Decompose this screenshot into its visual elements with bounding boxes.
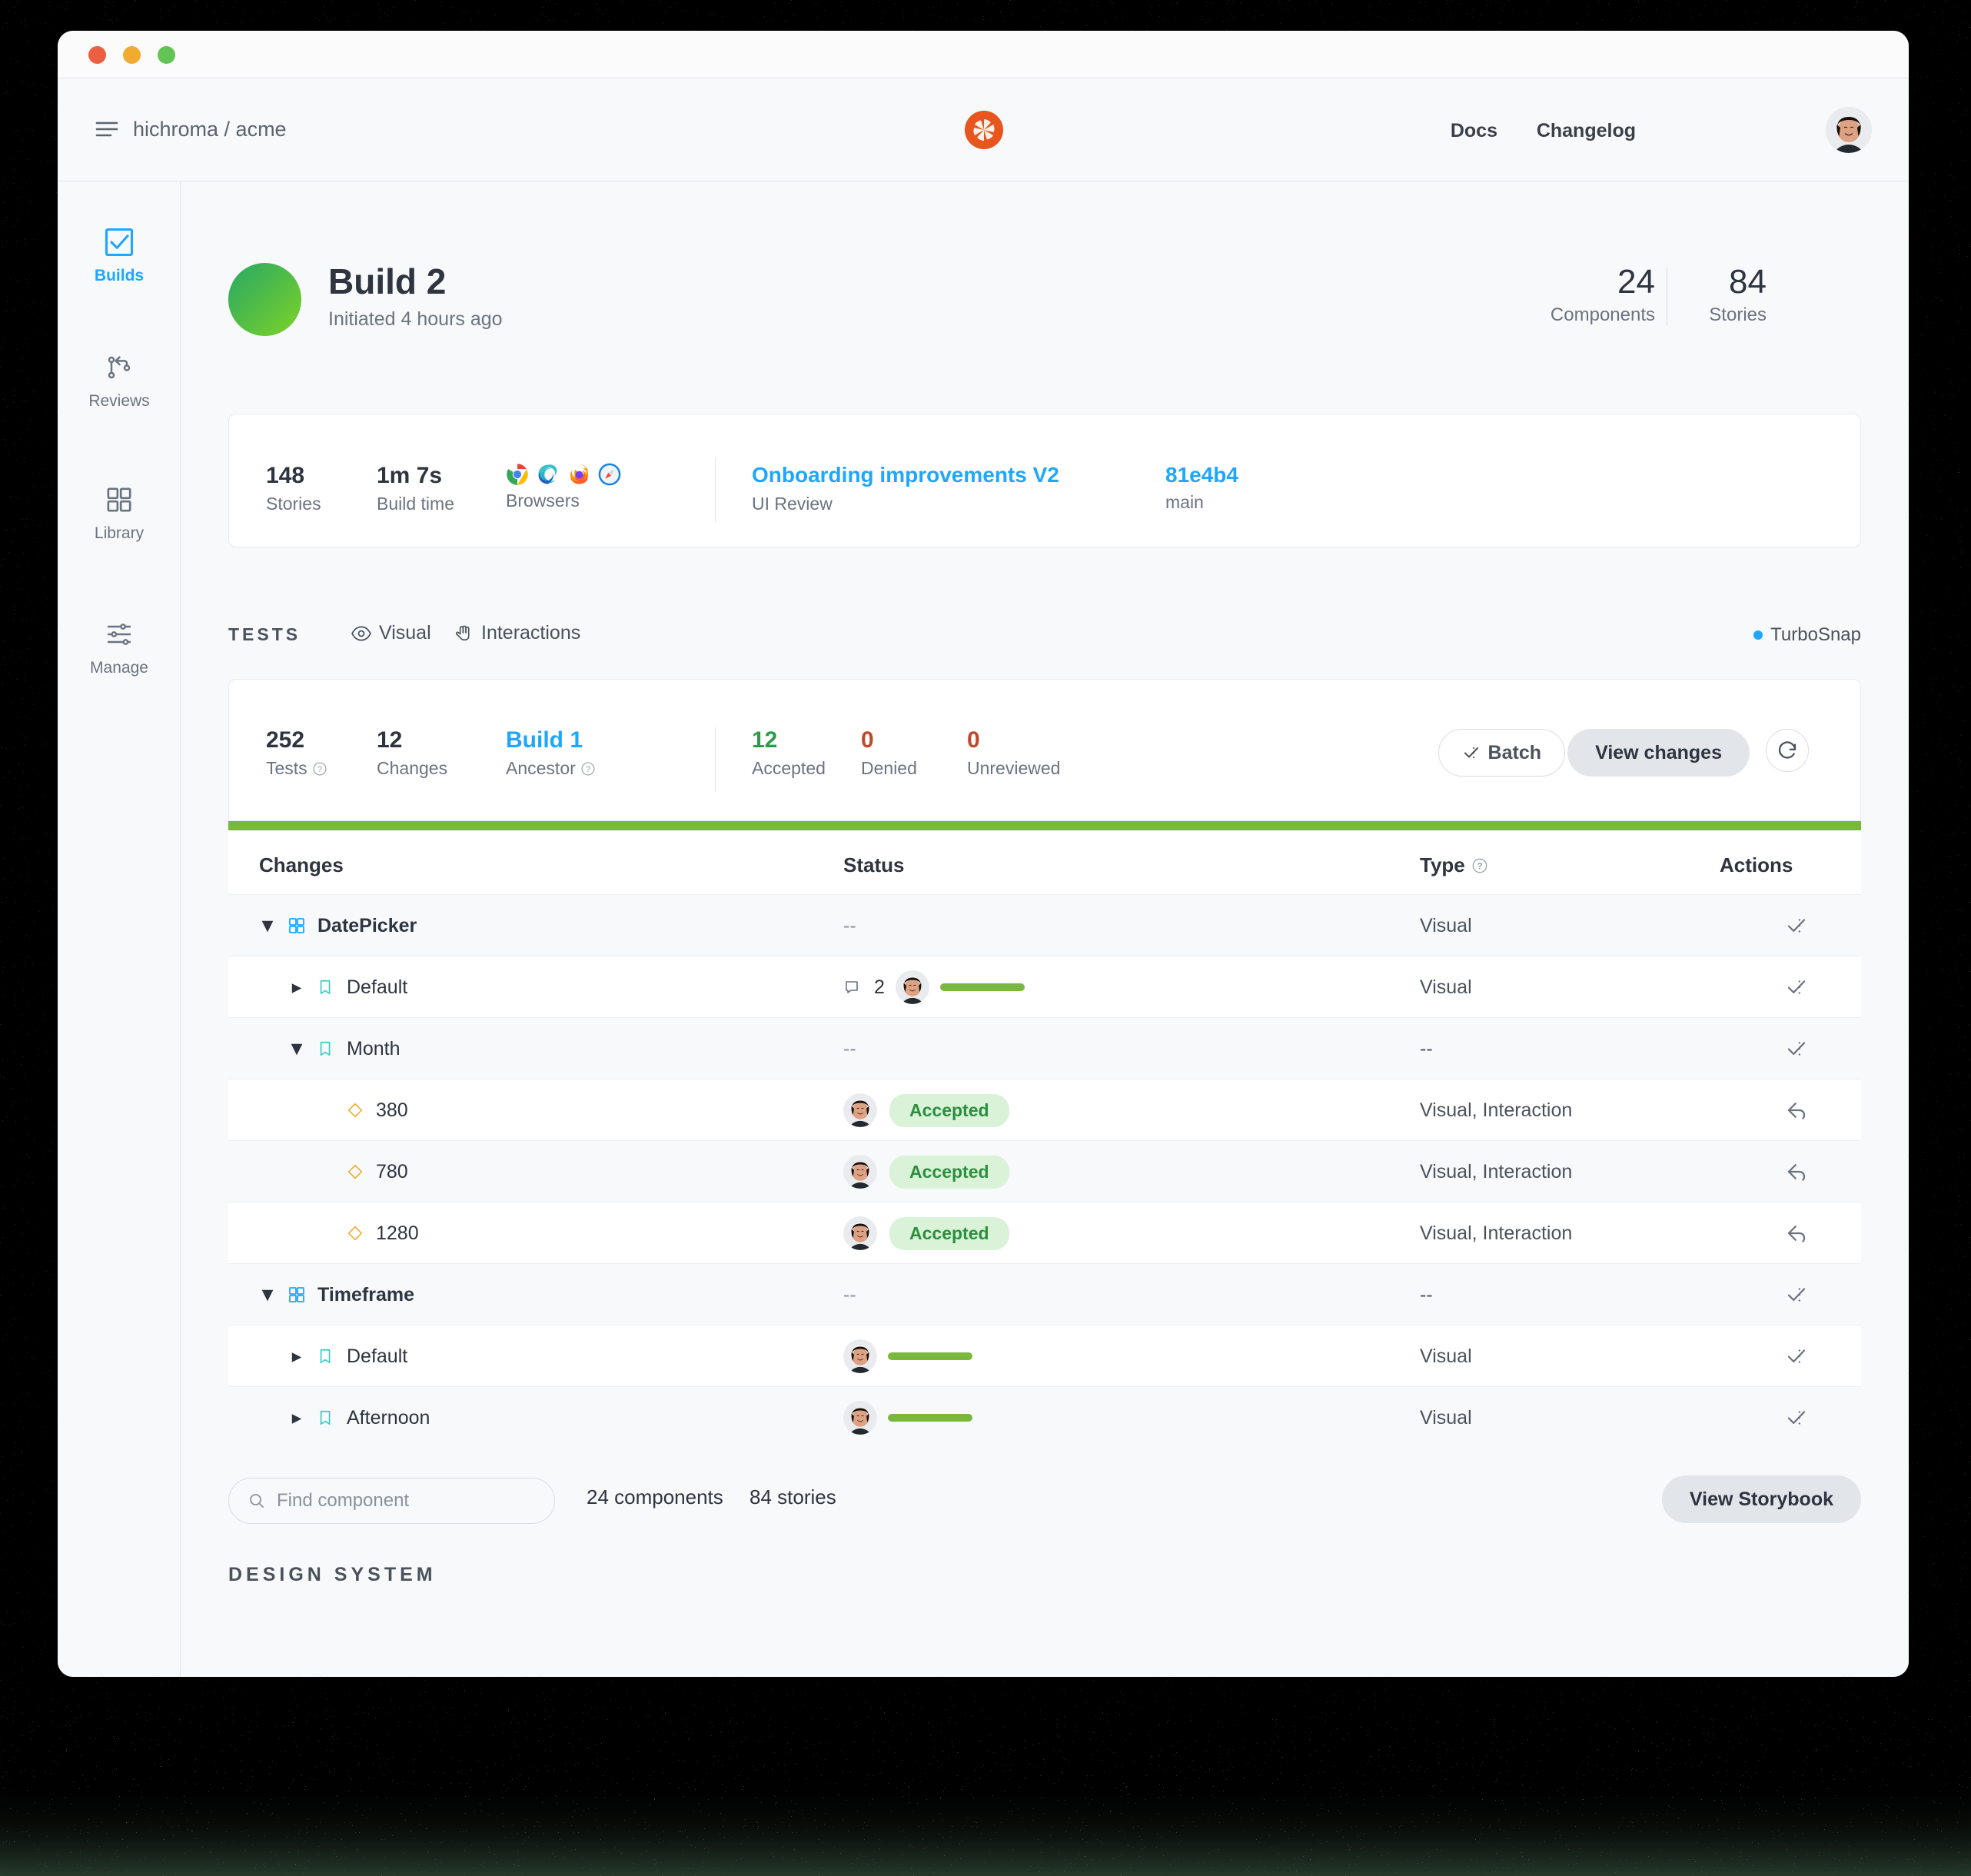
- svg-text:?: ?: [317, 765, 322, 774]
- svg-text:?: ?: [1477, 860, 1482, 871]
- svg-text:?: ?: [586, 765, 590, 774]
